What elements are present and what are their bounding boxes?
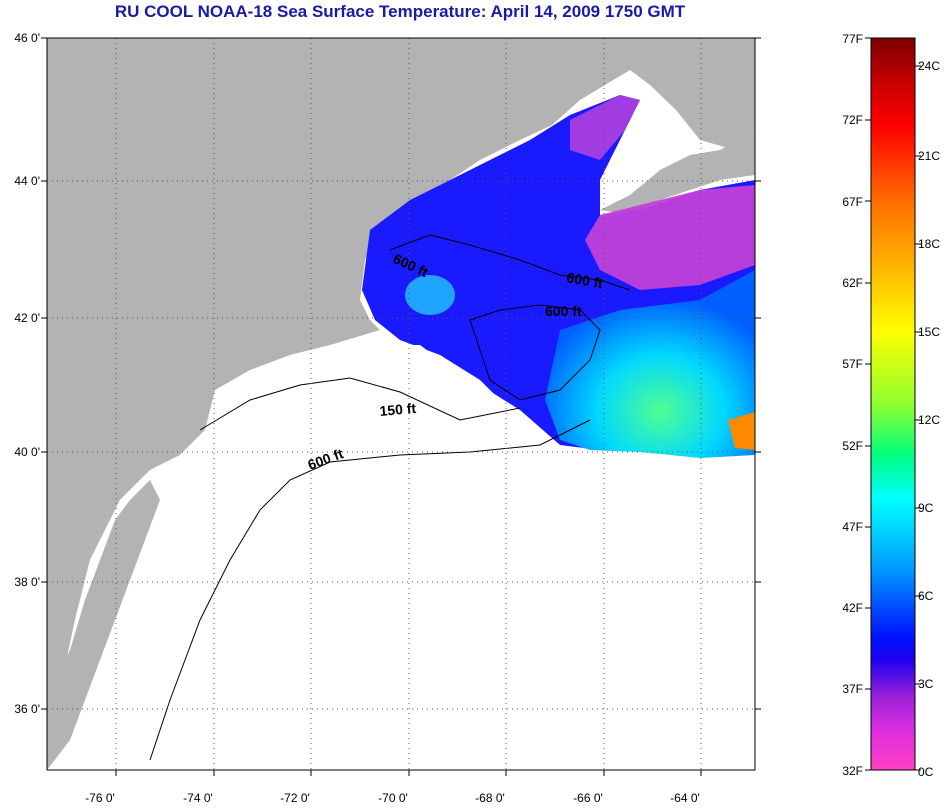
colorbar-f-label: 32F	[842, 764, 863, 778]
graticule	[47, 38, 755, 770]
lat-label: 44 0'	[14, 174, 40, 188]
lon-label: -74 0'	[183, 791, 213, 805]
colorbar-c-label: 6C	[918, 589, 934, 603]
lon-label: -64 0'	[670, 791, 700, 805]
contour-label: 600 ft	[565, 269, 604, 291]
land	[600, 130, 755, 215]
contour-600ft-gom	[389, 234, 631, 291]
colorbar-f-label: 37F	[842, 682, 863, 696]
axis-ticks	[41, 37, 761, 776]
sst-coldest-water	[585, 185, 755, 290]
contour-600ft-georges	[469, 304, 601, 401]
colorbar-c-label: 24C	[918, 59, 940, 73]
lon-label: -66 0'	[573, 791, 603, 805]
colorbar-f-label: 62F	[842, 276, 863, 290]
no-data-shelf	[47, 345, 560, 770]
sst-coldest-water	[570, 95, 640, 160]
lon-label: -70 0'	[378, 791, 408, 805]
colorbar-f-label: 42F	[842, 601, 863, 615]
colorbar-f-label: 47F	[842, 520, 863, 534]
colorbar-f-label: 77F	[842, 32, 863, 46]
chart-title: RU COOL NOAA-18 Sea Surface Temperature:…	[114, 2, 686, 21]
land	[47, 38, 755, 710]
colorbar-ticks	[865, 37, 921, 771]
land	[47, 480, 160, 770]
colorbar-c-label: 21C	[918, 149, 940, 163]
contour-150ft	[199, 377, 521, 431]
lat-label: 46 0'	[14, 31, 40, 45]
colorbar	[870, 37, 916, 771]
colorbar-c-label: 15C	[918, 325, 940, 339]
colorbar-c-label: 18C	[918, 237, 940, 251]
colorbar-c-label: 12C	[918, 413, 940, 427]
lon-label: -72 0'	[280, 791, 310, 805]
lat-label: 38 0'	[14, 575, 40, 589]
contour-600ft-south	[149, 419, 591, 761]
lat-label: 42 0'	[14, 311, 40, 325]
lon-label: -68 0'	[475, 791, 505, 805]
lat-label: 36 0'	[14, 702, 40, 716]
colorbar-c-label: 0C	[918, 765, 934, 779]
map-frame	[46, 37, 756, 771]
colorbar-f-label: 52F	[842, 439, 863, 453]
sst-warm-eddy	[728, 412, 755, 450]
colorbar-f-label: 57F	[842, 357, 863, 371]
sst-patch	[405, 275, 455, 315]
contour-label: 600 ft	[545, 303, 582, 319]
colorbar-c-label: 9C	[918, 501, 934, 515]
contour-label: 150 ft	[379, 400, 417, 419]
colorbar-c-label: 3C	[918, 677, 934, 691]
sst-warm-water	[545, 270, 755, 458]
lon-label: -76 0'	[85, 791, 115, 805]
colorbar-f-label: 67F	[842, 195, 863, 209]
lat-label: 40 0'	[14, 445, 40, 459]
colorbar-f-label: 72F	[842, 113, 863, 127]
